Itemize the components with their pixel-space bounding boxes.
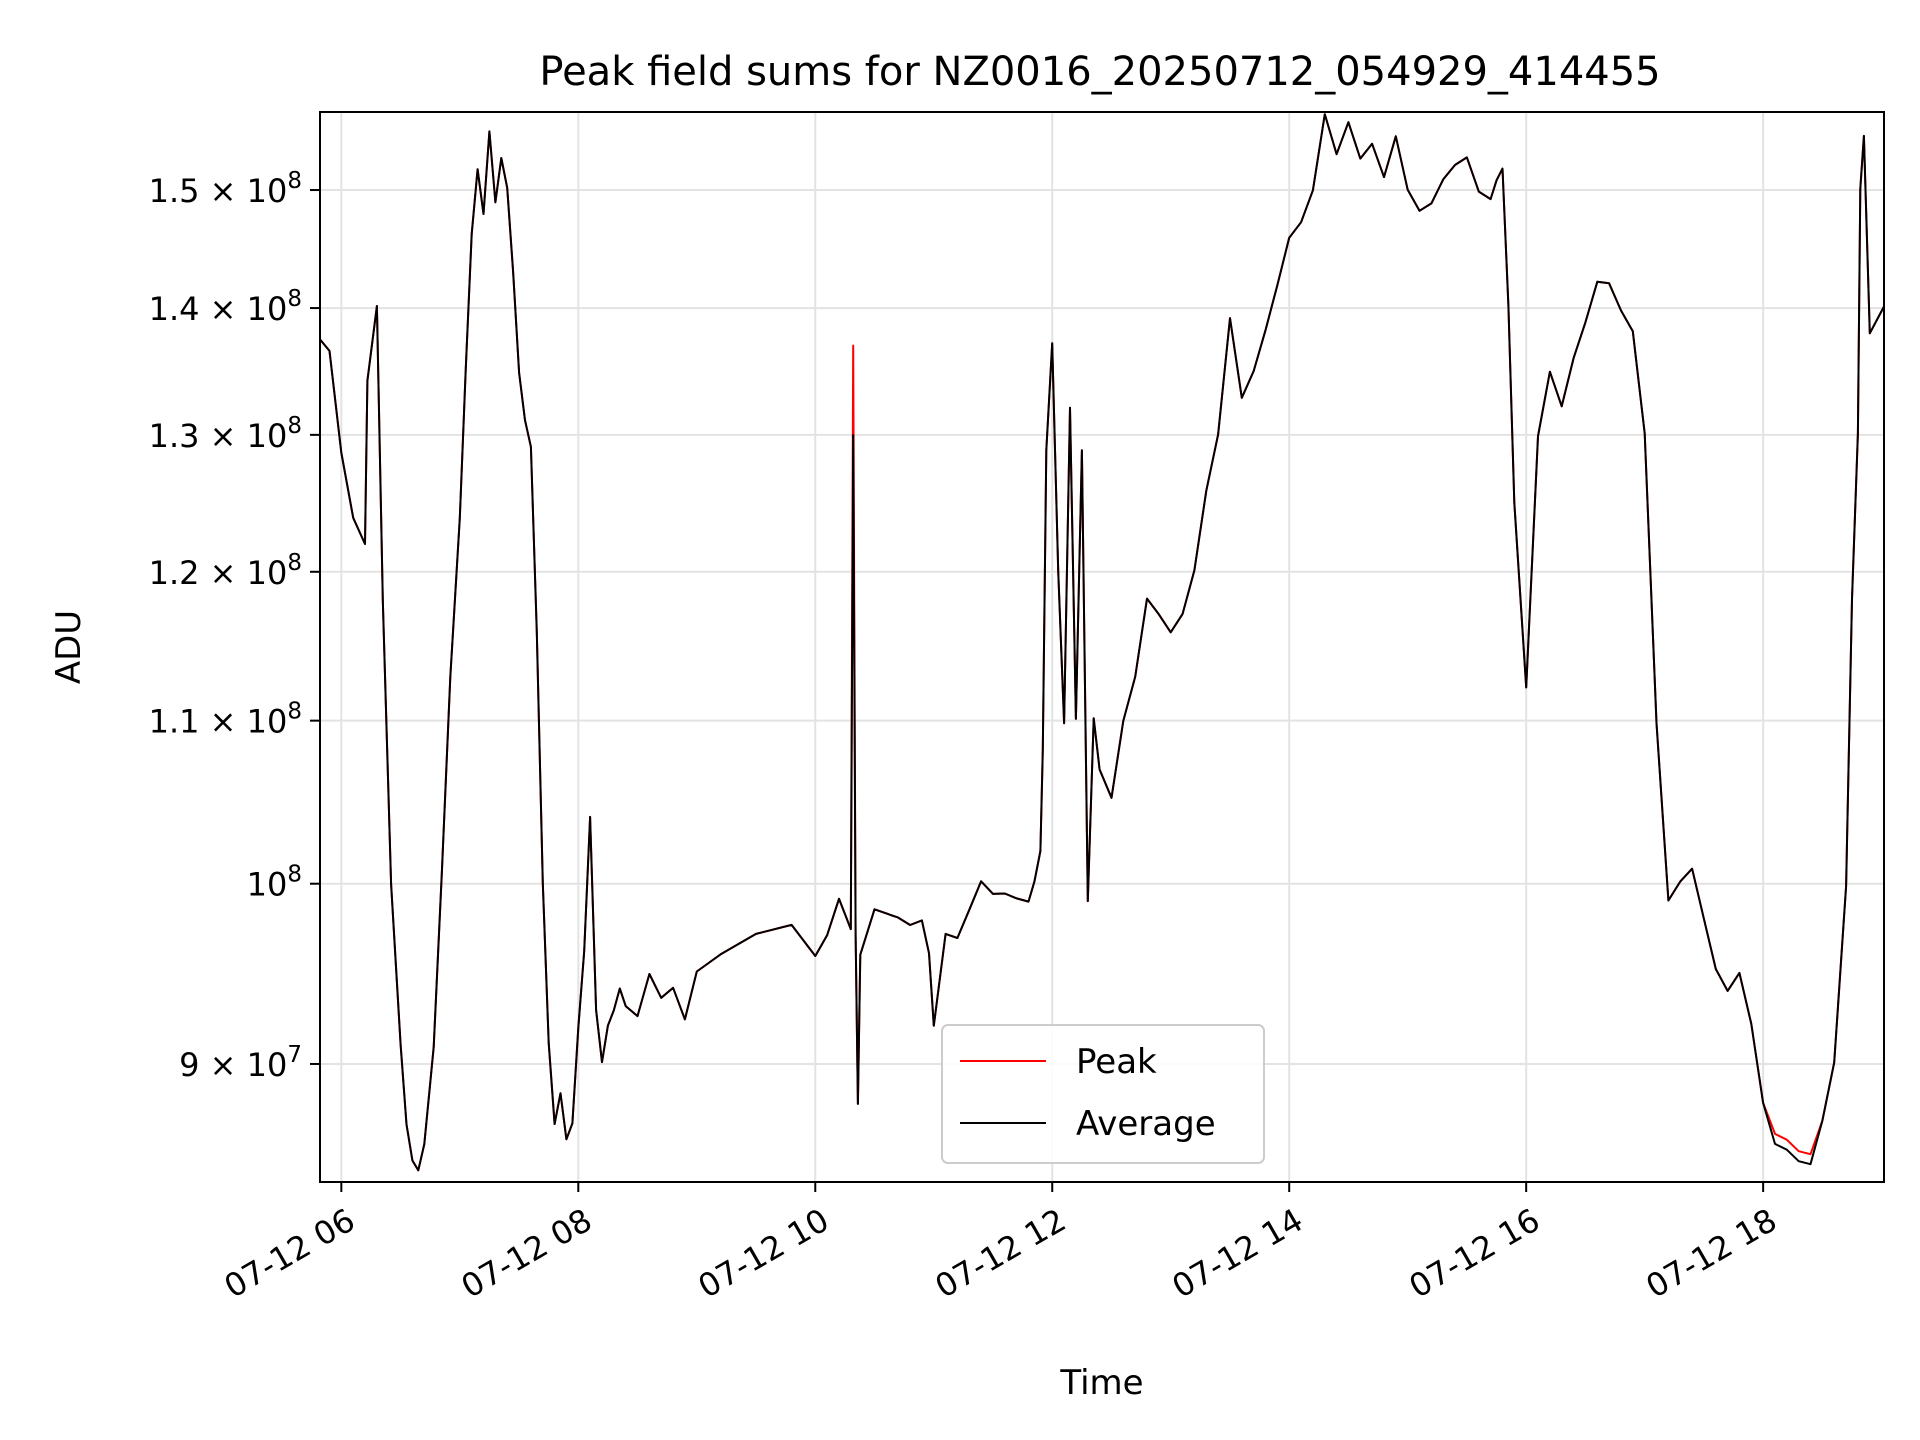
y-tick-label: 1.1 × 108 xyxy=(149,699,302,741)
legend-label-average: Average xyxy=(1076,1104,1216,1144)
legend: Peak Average xyxy=(941,1024,1265,1164)
y-tick-label: 1.4 × 108 xyxy=(149,286,302,328)
y-axis-label: ADU xyxy=(49,610,89,684)
x-axis-label: Time xyxy=(1059,1363,1143,1403)
plot-series xyxy=(320,113,1884,1172)
plot-area-frame xyxy=(319,111,1885,1183)
grid-lines xyxy=(320,112,1884,1182)
legend-box xyxy=(941,1024,1265,1164)
y-tick-label: 1.5 × 108 xyxy=(149,168,302,210)
y-tick-label: 1.2 × 108 xyxy=(149,550,302,592)
y-tick-label: 1.3 × 108 xyxy=(149,413,302,455)
series-line-average xyxy=(320,113,1884,1172)
chart-title: Peak field sums for NZ0016_20250712_0549… xyxy=(539,49,1660,95)
y-tick-label: 9 × 107 xyxy=(179,1042,302,1084)
y-axis-ticks: 9 × 107 108 1.1 × 108 1.2 × 108 1.3 × 108 1.4… xyxy=(149,168,320,1084)
legend-label-peak: Peak xyxy=(1076,1042,1157,1082)
y-tick-label: 108 xyxy=(247,862,302,904)
